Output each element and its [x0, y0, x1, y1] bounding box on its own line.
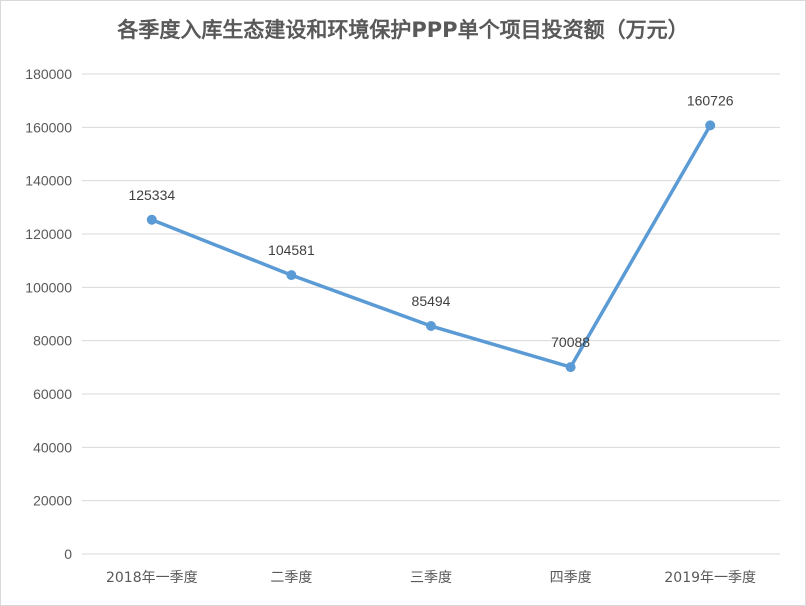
data-label: 125334	[128, 187, 175, 203]
y-tick-label: 120000	[25, 226, 72, 242]
y-tick-label: 140000	[25, 173, 72, 189]
y-tick-label: 180000	[25, 66, 72, 82]
data-label: 85494	[412, 293, 451, 309]
y-tick-label: 20000	[33, 493, 72, 509]
data-point	[565, 362, 576, 373]
y-tick-label: 40000	[33, 439, 72, 455]
data-label: 104581	[268, 242, 315, 258]
data-label: 70088	[551, 334, 590, 350]
data-point	[146, 214, 157, 225]
x-tick-label: 三季度	[410, 570, 452, 586]
x-tick-label: 四季度	[550, 570, 592, 586]
y-tick-label: 80000	[33, 333, 72, 349]
y-tick-label: 60000	[33, 386, 72, 402]
x-tick-label: 2019年一季度	[664, 570, 756, 586]
data-point	[426, 321, 436, 332]
data-point	[705, 120, 716, 131]
data-point	[286, 270, 297, 281]
y-tick-label: 100000	[25, 279, 72, 295]
x-tick-label: 二季度	[270, 570, 312, 586]
data-label: 160726	[687, 92, 734, 108]
x-tick-label: 2018年一季度	[106, 570, 198, 586]
y-tick-label: 160000	[25, 119, 72, 135]
chart-title: 各季度入库生态建设和环境保护PPP单个项目投资额（万元）	[117, 18, 689, 42]
y-tick-label: 0	[64, 546, 72, 562]
